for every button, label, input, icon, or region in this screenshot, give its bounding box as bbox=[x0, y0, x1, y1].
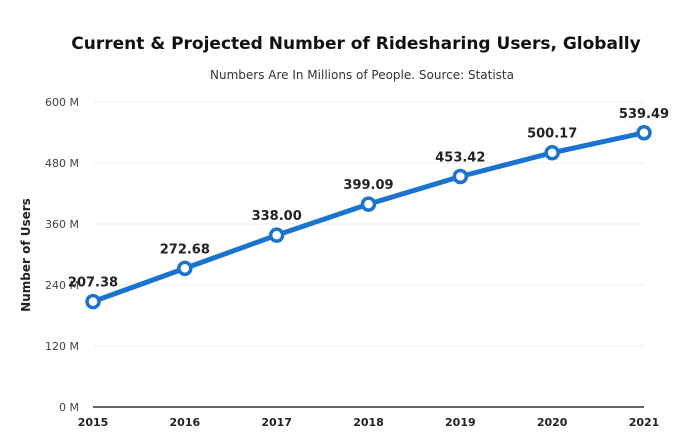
gridlines bbox=[93, 101, 644, 347]
data-label: 539.49 bbox=[619, 107, 669, 122]
data-label: 338.00 bbox=[252, 209, 302, 224]
x-tick-label: 2016 bbox=[170, 416, 201, 429]
y-tick-label: 240 M bbox=[45, 279, 79, 292]
data-point bbox=[636, 125, 652, 141]
x-tick-label: 2017 bbox=[261, 416, 292, 429]
data-point bbox=[544, 144, 560, 161]
x-tick-label: 2019 bbox=[445, 416, 476, 429]
data-point bbox=[360, 196, 377, 212]
data-label: 399.09 bbox=[343, 178, 393, 193]
y-tick-label: 600 M bbox=[45, 96, 79, 109]
y-tick-label: 480 M bbox=[45, 157, 79, 170]
chart-title: Current & Projected Number of Ridesharin… bbox=[71, 34, 640, 54]
data-label: 500.17 bbox=[527, 127, 577, 142]
x-tick-label: 2018 bbox=[353, 416, 384, 429]
data-point bbox=[85, 293, 101, 310]
data-label: 453.42 bbox=[435, 151, 485, 166]
y-tick-label: 360 M bbox=[45, 218, 79, 231]
y-axis-ticks: 0 M 120 M 240 M 360 M 480 M 600 M bbox=[45, 96, 79, 414]
data-point bbox=[177, 260, 193, 277]
y-axis-label: Number of Users bbox=[19, 198, 33, 312]
y-tick-label: 0 M bbox=[59, 401, 79, 414]
data-point bbox=[452, 168, 469, 185]
y-tick-label: 120 M bbox=[45, 340, 79, 353]
x-tick-label: 2015 bbox=[78, 416, 109, 429]
data-label: 272.68 bbox=[160, 242, 210, 257]
data-label: 207.38 bbox=[68, 276, 118, 291]
chart-subtitle: Numbers Are In Millions of People. Sourc… bbox=[210, 68, 514, 82]
x-axis-ticks: 2015 2016 2017 2018 2019 2020 2021 bbox=[78, 416, 660, 429]
data-point bbox=[268, 227, 285, 243]
data-points bbox=[85, 125, 652, 310]
data-labels: 207.38 272.68 338.00 399.09 453.42 500.17 539.… bbox=[68, 107, 669, 291]
x-tick-label: 2021 bbox=[629, 416, 660, 429]
x-tick-label: 2020 bbox=[537, 416, 568, 429]
series-line bbox=[92, 130, 645, 304]
